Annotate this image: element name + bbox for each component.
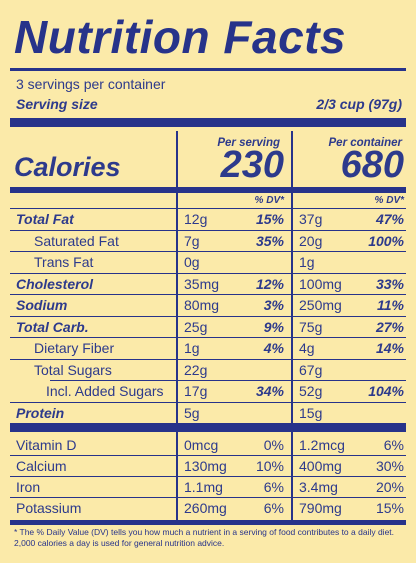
servings-per-container: 3 servings per container (16, 76, 166, 92)
divider-footnote (10, 520, 406, 525)
row-divider (50, 380, 406, 381)
divider-title (10, 68, 406, 71)
nutrient-name: Protein (16, 404, 65, 421)
vitamin-amount-container: 790mg (299, 500, 342, 516)
per-container-label: Per container (328, 137, 403, 149)
column-divider-serving (176, 131, 178, 423)
nutrient-amount-serving: 25g (184, 318, 208, 335)
nutrient-name: Cholesterol (16, 275, 94, 292)
vitamin-dv-container: 30% (375, 458, 404, 474)
vitamin-name: Iron (16, 479, 41, 495)
serving-size-value: 2/3 cup (97g) (316, 96, 402, 112)
vitamin-name: Vitamin D (16, 437, 77, 453)
nutrient-amount-serving: 80mg (184, 297, 220, 313)
vitamin-dv-serving: 6% (263, 479, 284, 495)
row-divider (10, 401, 406, 403)
nutrient-dv-container: 27% (375, 318, 404, 335)
nutrient-amount-container: 75g (299, 318, 323, 335)
vitamin-dv-serving: 10% (255, 458, 284, 474)
vitamin-amount-container: 1.2mcg (299, 437, 345, 453)
label-title: Nutrition Facts (14, 11, 347, 63)
vitamin-dv-container: 15% (375, 500, 404, 516)
row-divider (10, 294, 406, 295)
nutrient-dv-container: 100% (368, 232, 404, 249)
divider-thick-vitamins (10, 423, 406, 432)
vitamin-amount-container: 400mg (299, 458, 342, 474)
row-divider (10, 476, 406, 477)
nutrient-amount-container: 250mg (299, 297, 342, 313)
nutrient-amount-container: 1g (299, 254, 315, 270)
vitamin-amount-serving: 1.1mg (184, 479, 223, 495)
nutrient-name: Sodium (16, 297, 68, 313)
nutrient-name: Incl. Added Sugars (46, 383, 164, 399)
vitamin-dv-container: 6% (383, 437, 404, 453)
divider-thick-top (10, 118, 406, 127)
nutrient-amount-container: 15g (299, 404, 323, 421)
nutrient-name: Total Sugars (34, 361, 112, 378)
row-divider (10, 272, 406, 274)
nutrient-name: Trans Fat (34, 254, 94, 270)
nutrient-amount-container: 100mg (299, 275, 342, 292)
column-divider-container (291, 131, 293, 423)
nutrient-dv-serving: 15% (255, 211, 284, 227)
vitamin-name: Potassium (16, 500, 82, 516)
vitamin-amount-serving: 0mcg (184, 437, 219, 453)
row-divider (10, 337, 406, 338)
row-divider (10, 208, 406, 209)
nutrient-dv-serving: 34% (255, 383, 284, 399)
nutrient-name: Total Carb. (16, 318, 89, 335)
vitamin-amount-serving: 260mg (184, 500, 227, 516)
nutrient-dv-container: 104% (368, 383, 404, 399)
row-divider (10, 455, 406, 456)
vitamin-dv-serving: 0% (263, 437, 284, 453)
nutrient-amount-container: 4g (299, 340, 315, 356)
per-serving-label: Per serving (217, 137, 280, 149)
dv-header-container: % DV* (374, 195, 404, 206)
nutrient-amount-serving: 1g (184, 340, 200, 356)
nutrient-dv-serving: 4% (263, 340, 284, 356)
nutrient-amount-serving: 12g (184, 211, 208, 227)
divider-calories (10, 187, 406, 193)
nutrient-dv-container: 33% (375, 275, 404, 292)
row-divider (10, 229, 406, 231)
nutrient-dv-serving: 3% (263, 297, 284, 313)
nutrient-amount-serving: 22g (184, 361, 208, 378)
nutrient-dv-container: 47% (375, 211, 404, 227)
nutrient-dv-container: 11% (377, 297, 404, 313)
nutrient-name: Total Fat (16, 211, 74, 227)
nutrient-dv-serving: 12% (255, 275, 284, 292)
nutrient-name: Saturated Fat (34, 232, 119, 249)
vitamin-dv-serving: 6% (263, 500, 284, 516)
vitamin-amount-serving: 130mg (184, 458, 227, 474)
calories-per-container: 680 (340, 144, 404, 186)
vitamin-dv-container: 20% (375, 479, 404, 495)
nutrient-amount-serving: 17g (184, 383, 208, 399)
dv-header-serving: % DV* (254, 195, 284, 206)
nutrient-amount-container: 52g (299, 383, 323, 399)
nutrient-amount-container: 37g (299, 211, 323, 227)
nutrient-amount-serving: 7g (184, 232, 200, 249)
nutrient-dv-serving: 35% (255, 232, 284, 249)
nutrient-dv-container: 14% (375, 340, 404, 356)
vitamin-amount-container: 3.4mg (299, 479, 338, 495)
nutrient-name: Dietary Fiber (34, 340, 115, 356)
vitamin-name: Calcium (16, 458, 67, 474)
row-divider (10, 315, 406, 317)
nutrient-amount-serving: 35mg (184, 275, 220, 292)
nutrient-amount-serving: 0g (184, 254, 200, 270)
row-divider (10, 358, 406, 360)
row-divider (10, 251, 406, 252)
calories-per-serving: 230 (220, 144, 284, 186)
serving-size-label: Serving size (16, 96, 98, 112)
row-divider (10, 497, 406, 498)
nutrient-amount-container: 67g (299, 361, 323, 378)
nutrient-amount-serving: 5g (184, 404, 200, 421)
footnote: * The % Daily Value (DV) tells you how m… (14, 527, 395, 548)
nutrient-amount-container: 20g (299, 232, 323, 249)
nutrient-dv-serving: 9% (263, 318, 284, 335)
calories-label: Calories (14, 152, 121, 182)
